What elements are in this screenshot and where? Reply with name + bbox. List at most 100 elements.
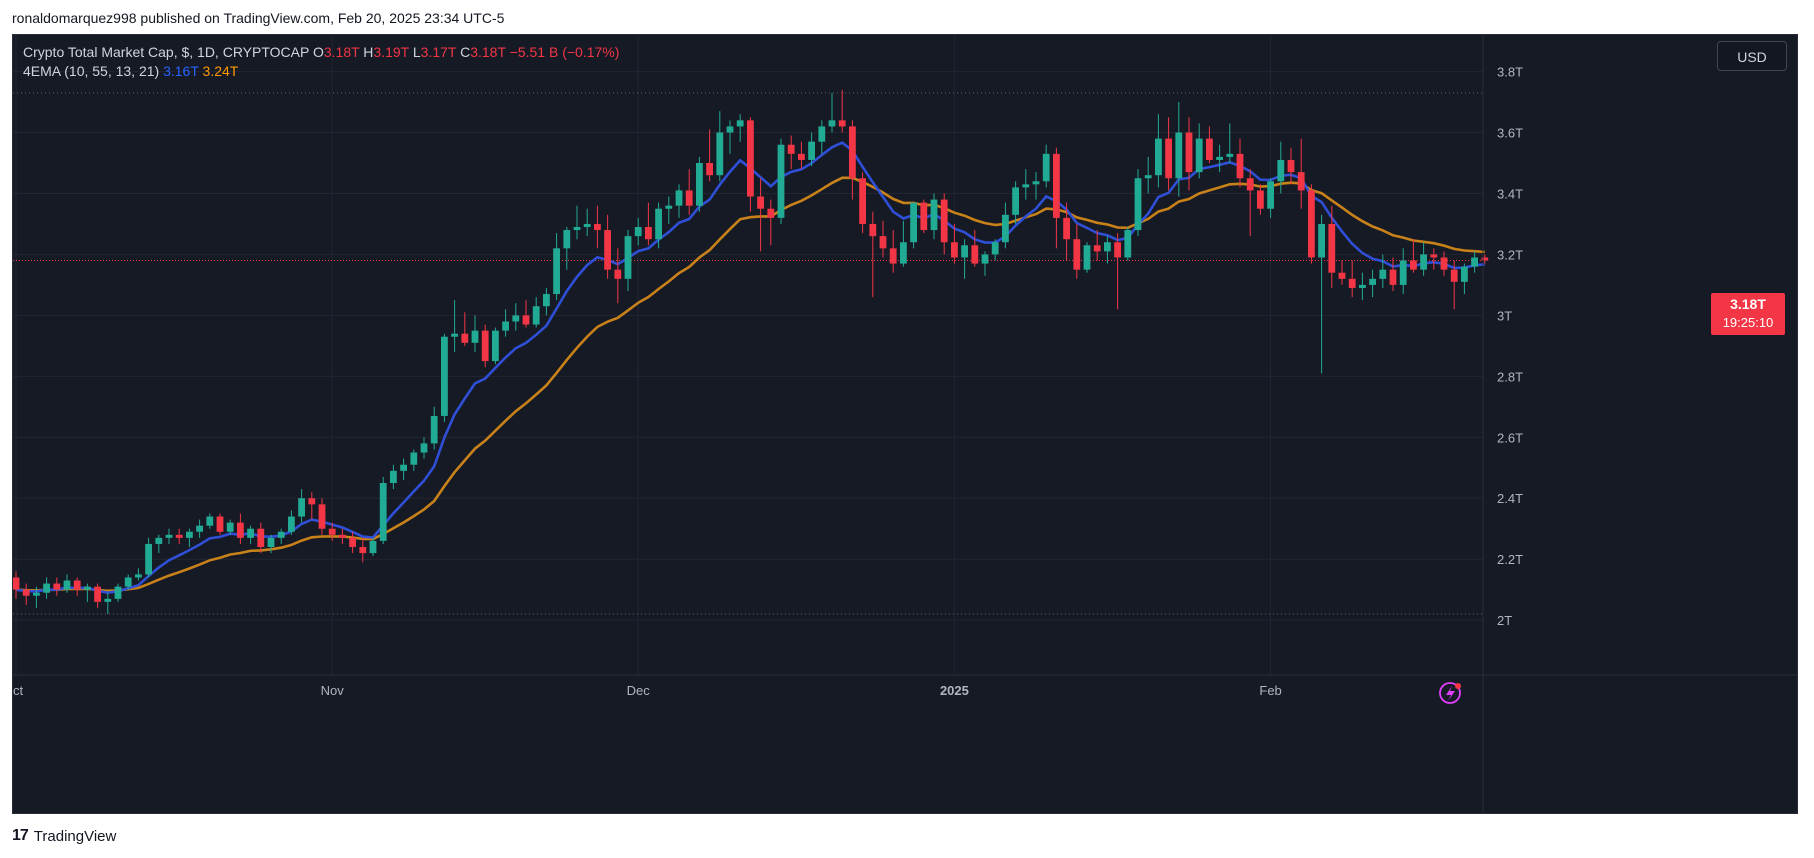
candle (828, 92, 836, 133)
candle-body (63, 580, 71, 590)
candle (900, 220, 907, 267)
candle-body (1012, 187, 1019, 215)
legend-open-value: 3.18T (323, 44, 360, 60)
grid-layer (13, 35, 1483, 675)
legend-indicator-name[interactable]: 4EMA (10, 55, 13, 21) (23, 63, 160, 79)
candle-body (1032, 181, 1040, 185)
candle (451, 300, 458, 352)
candle (696, 156, 703, 212)
candle-body (328, 528, 336, 535)
candle (1430, 248, 1438, 270)
candle (1338, 260, 1346, 285)
candle-body (1093, 245, 1101, 252)
candle-body (777, 144, 785, 218)
candle (1267, 178, 1274, 218)
candle (1440, 251, 1448, 276)
candle-body (1124, 230, 1132, 258)
candle-body (1246, 178, 1254, 191)
candle-body (206, 516, 214, 526)
candle (1359, 272, 1366, 301)
candle (1195, 123, 1203, 179)
candlestick-chart[interactable]: 2T 2.2T 2.4T 2.6T 2.8T 3T 3.2T 3.4T 3.6T 3.8T ct No… (13, 35, 1798, 814)
candle-body (1114, 242, 1121, 258)
tradingview-brand: TradingView (33, 827, 117, 845)
candle-body (339, 534, 346, 538)
candle-body (573, 227, 581, 231)
last-price-tag: 3.18T 19:25:10 (1711, 293, 1785, 335)
candle (747, 117, 754, 212)
currency-button[interactable]: USD (1717, 41, 1787, 71)
candle (1318, 214, 1325, 374)
legend-close-value: 3.18T (470, 44, 506, 60)
candle (226, 519, 234, 535)
y-tick-label: 3.6T (1497, 126, 1523, 141)
candle (1399, 248, 1407, 295)
candle (655, 202, 662, 249)
candle-body (726, 126, 734, 133)
candle-body (13, 577, 20, 590)
legend-low-label: L (412, 44, 421, 60)
candle-body (1165, 138, 1172, 179)
axes: 2T 2.2T 2.4T 2.6T 2.8T 3T 3.2T 3.4T 3.6T 3.8T ct No… (13, 35, 1797, 813)
candle-body (889, 248, 897, 264)
tradingview-logo[interactable]: 17 TradingView (12, 827, 116, 845)
bar-countdown: 19:25:10 (1722, 315, 1774, 330)
candle-body (471, 330, 479, 343)
candle (1073, 223, 1081, 279)
candle-body (33, 592, 40, 596)
candle (665, 196, 673, 224)
candle-body (869, 223, 877, 237)
candle (206, 513, 214, 529)
candle-body (267, 537, 275, 547)
candle-body (430, 415, 438, 444)
candle (1002, 202, 1009, 249)
candle-body (502, 321, 509, 331)
candle-body (747, 120, 754, 197)
candle-body (1318, 223, 1325, 258)
candle (594, 205, 601, 249)
candle (43, 577, 50, 599)
candle (675, 184, 683, 218)
candle-body (155, 537, 163, 544)
candle-body (135, 574, 142, 578)
candle (757, 178, 764, 252)
candle (298, 489, 305, 523)
x-tick-label: 2025 (940, 683, 969, 698)
candle (920, 199, 928, 234)
candle (614, 248, 622, 304)
candle (63, 574, 71, 593)
candle (1277, 141, 1285, 194)
candle (930, 193, 938, 240)
candle-body (349, 537, 356, 547)
candle (808, 132, 815, 167)
lightning-icon[interactable] (1439, 682, 1461, 704)
candle-body (410, 452, 418, 465)
candle-body (1144, 175, 1152, 179)
candle (634, 217, 642, 246)
ema-slow-line (15, 176, 1485, 593)
legend-symbol[interactable]: Crypto Total Market Cap, $, 1D, CRYPTOCA… (23, 44, 310, 60)
candle (951, 223, 958, 264)
candle-body (706, 163, 713, 176)
candle (124, 574, 132, 590)
candle (818, 120, 826, 154)
legend-low-value: 3.17T (420, 44, 457, 60)
candle (1185, 117, 1193, 191)
candle-body (43, 583, 50, 593)
candle-body (1022, 184, 1030, 188)
candle (1226, 123, 1234, 163)
candle-body (114, 586, 122, 599)
candle (492, 327, 499, 365)
candle (1450, 260, 1458, 310)
candle-body (859, 178, 866, 224)
candle-body (1461, 266, 1468, 282)
chart-panel[interactable]: 2T 2.2T 2.4T 2.6T 2.8T 3T 3.2T 3.4T 3.6T 3.8T ct No… (12, 34, 1798, 814)
candle (1481, 254, 1489, 264)
candle (277, 528, 285, 544)
candle-body (175, 534, 183, 538)
candle-body (1420, 254, 1427, 270)
candle-body (716, 132, 724, 176)
candle (114, 583, 122, 602)
candle-body (196, 525, 203, 532)
candle-body (1073, 239, 1081, 270)
